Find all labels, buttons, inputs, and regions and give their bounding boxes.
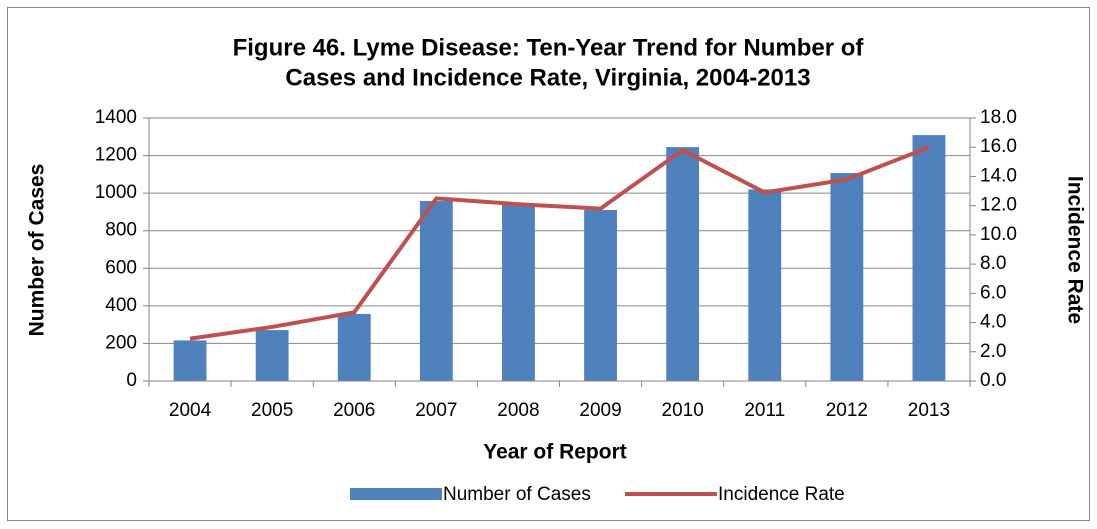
y-axis-title: Number of Cases: [26, 164, 49, 337]
bar: [584, 210, 617, 381]
bar: [255, 330, 289, 381]
bar: [830, 173, 864, 381]
bar: [337, 313, 371, 381]
legend-label: Incidence Rate: [718, 484, 845, 505]
y2-tick-label: 12.0: [980, 195, 1017, 216]
x-tick-label: 2006: [333, 400, 375, 421]
y2-tick-label: 14.0: [980, 165, 1017, 186]
chart-title: Figure 46. Lyme Disease: Ten-Year Trend …: [233, 34, 865, 61]
x-tick-label: 2009: [579, 400, 621, 421]
legend-swatch: [350, 488, 442, 500]
x-tick-label: 2012: [826, 400, 868, 421]
y2-tick-label: 8.0: [980, 253, 1006, 274]
chart-frame: [7, 7, 1090, 521]
chart-title: Cases and Incidence Rate, Virginia, 2004…: [285, 64, 810, 91]
bar: [419, 201, 453, 381]
x-tick-label: 2013: [908, 400, 950, 421]
y-tick-label: 0: [126, 370, 137, 391]
y-tick-label: 1000: [95, 182, 137, 203]
y2-tick-label: 16.0: [980, 136, 1017, 157]
y2-axis-title: Incidence Rate: [1063, 176, 1086, 324]
y2-tick-label: 4.0: [980, 312, 1006, 333]
x-axis-title: Year of Report: [483, 441, 627, 464]
bar: [666, 147, 700, 381]
x-tick-label: 2010: [662, 400, 704, 421]
x-tick-label: 2008: [497, 400, 539, 421]
y2-tick-label: 2.0: [980, 341, 1006, 362]
x-tick-label: 2004: [169, 400, 212, 421]
y2-tick-label: 6.0: [980, 282, 1006, 303]
y-tick-label: 1400: [95, 107, 137, 128]
legend-label: Number of Cases: [443, 484, 591, 505]
bar: [173, 340, 207, 381]
x-tick-label: 2007: [415, 400, 457, 421]
y-tick-label: 200: [105, 332, 137, 353]
y-tick-label: 400: [105, 295, 137, 316]
y-tick-label: 600: [105, 257, 137, 278]
y-tick-label: 800: [105, 220, 137, 241]
y2-tick-label: 10.0: [980, 224, 1017, 245]
x-tick-label: 2011: [744, 400, 785, 421]
line: [189, 145, 930, 341]
bar: [502, 204, 535, 381]
x-tick-label: 2005: [251, 400, 293, 421]
y2-tick-label: 18.0: [980, 107, 1017, 128]
bar: [912, 135, 946, 381]
y-tick-label: 1200: [95, 145, 137, 166]
y2-tick-label: 0.0: [980, 370, 1006, 391]
bar: [748, 189, 782, 381]
